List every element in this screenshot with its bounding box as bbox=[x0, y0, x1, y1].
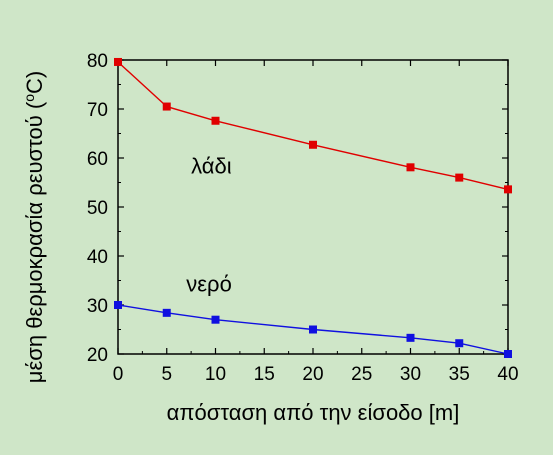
data-point-1 bbox=[162, 308, 171, 317]
data-point-0 bbox=[455, 173, 464, 182]
data-point-0 bbox=[309, 140, 317, 149]
series-line-0 bbox=[117, 61, 509, 191]
x-tick-label: 35 bbox=[449, 364, 470, 385]
x-tick-label: 0 bbox=[113, 364, 124, 385]
x-tick-label: 5 bbox=[161, 364, 172, 385]
data-point-1 bbox=[504, 350, 512, 358]
series-markers bbox=[114, 57, 512, 358]
x-tick-label: 15 bbox=[254, 364, 275, 385]
y-tick-label: 40 bbox=[87, 247, 108, 268]
plot-frame bbox=[117, 59, 509, 355]
data-point-1 bbox=[114, 301, 122, 309]
x-tick-label: 25 bbox=[351, 364, 372, 385]
data-point-0 bbox=[211, 116, 220, 125]
data-point-0 bbox=[162, 102, 171, 111]
data-point-1 bbox=[406, 333, 415, 342]
data-point-1 bbox=[309, 325, 317, 334]
series-lines bbox=[117, 61, 509, 355]
data-point-0 bbox=[406, 163, 415, 172]
y-tick-label: 20 bbox=[87, 345, 108, 366]
x-tick-label: 30 bbox=[400, 364, 421, 385]
y-tick-label: 30 bbox=[87, 296, 108, 317]
x-tick-label: 10 bbox=[205, 364, 226, 385]
y-tick-label: 70 bbox=[87, 100, 108, 121]
y-tick-label: 50 bbox=[87, 198, 108, 219]
y-axis-title: μέση θερμοκρασία ρευστού (oC) bbox=[21, 71, 47, 383]
data-point-1 bbox=[211, 315, 220, 324]
data-point-1 bbox=[455, 339, 464, 348]
y-tick-label: 60 bbox=[87, 149, 108, 170]
x-tick-label: 40 bbox=[497, 364, 518, 385]
y-tick-label: 80 bbox=[87, 51, 108, 72]
data-point-0 bbox=[504, 185, 512, 194]
tick-labels: 0 5 10 15 20 25 30 35 40 20 30 40 50 60 70 80 bbox=[87, 51, 519, 385]
series-label-oil: λάδι bbox=[191, 154, 232, 179]
data-point-0 bbox=[114, 57, 122, 66]
x-axis-title: απόσταση από την είσοδο [m] bbox=[167, 400, 460, 425]
series-label-water: νερό bbox=[186, 271, 232, 296]
x-tick-label: 20 bbox=[302, 364, 323, 385]
axis-ticks bbox=[117, 59, 509, 355]
